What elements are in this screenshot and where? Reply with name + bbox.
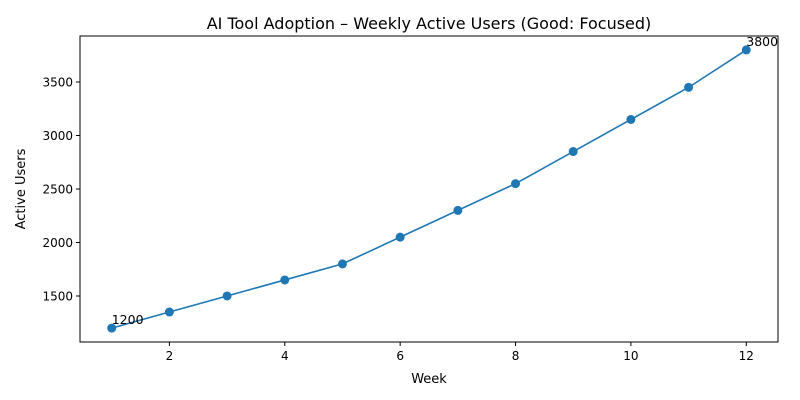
- data-point: [568, 147, 578, 157]
- x-tick-label: 12: [739, 349, 754, 363]
- plot-area-frame: [79, 35, 779, 343]
- data-point: [280, 275, 290, 285]
- x-tick-label: 4: [281, 349, 289, 363]
- data-point: [741, 45, 751, 55]
- data-point: [164, 307, 174, 317]
- x-tick-label: 6: [396, 349, 404, 363]
- data-point: [222, 291, 232, 301]
- chart-title: AI Tool Adoption – Weekly Active Users (…: [207, 14, 652, 33]
- y-tick-label: 3000: [42, 129, 73, 143]
- data-point: [626, 114, 636, 124]
- data-label: 1200: [112, 312, 144, 327]
- y-tick-label: 1500: [42, 289, 73, 303]
- point-annotations: 1200 3800: [112, 34, 778, 327]
- data-point: [453, 205, 463, 215]
- y-tick-label: 3500: [42, 76, 73, 90]
- data-point: [395, 232, 405, 242]
- y-axis-label: Active Users: [14, 148, 29, 229]
- data-label: 3800: [746, 34, 778, 49]
- y-tick-label: 2500: [42, 183, 73, 197]
- data-point: [107, 323, 117, 333]
- x-axis-label: Week: [411, 372, 447, 387]
- data-point: [337, 259, 347, 269]
- data-point: [511, 179, 521, 189]
- series-markers: [107, 45, 751, 333]
- x-tick-label: 8: [512, 349, 520, 363]
- x-axis: 2 4 6 8 10 12: [166, 342, 754, 363]
- y-tick-label: 2000: [42, 236, 73, 250]
- x-tick-label: 2: [166, 349, 174, 363]
- data-point: [684, 82, 694, 92]
- y-axis: 1500 2000 2500 3000 3500: [42, 76, 80, 303]
- x-tick-label: 10: [623, 349, 638, 363]
- series-line: [111, 49, 747, 329]
